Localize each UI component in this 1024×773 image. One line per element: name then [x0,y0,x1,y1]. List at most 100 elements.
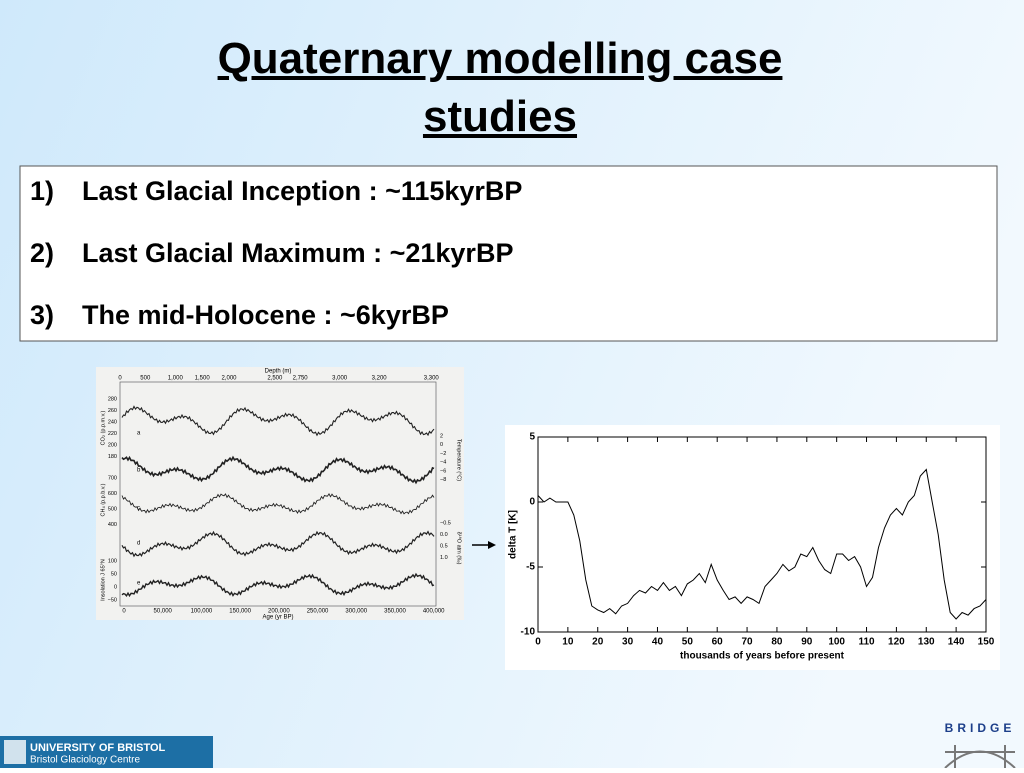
fig-curve-letter: a [137,431,141,437]
fig-axis-tick: 2 [440,433,443,439]
slide-title: Quaternary modelling case studies [217,34,783,141]
fig-curve-letter: d [137,541,140,547]
y-tick-label: -5 [526,562,535,573]
fig-top-tick: 2,000 [222,376,238,382]
x-tick-label: 90 [801,637,813,648]
fig-bottom-tick: 300,000 [345,609,367,615]
fig-axis-tick: 400 [108,522,117,528]
x-tick-label: 110 [858,637,875,648]
x-tick-label: 80 [771,637,783,648]
list-box [19,165,998,342]
line [537,468,987,620]
fig-bottom-tick: 150,000 [229,609,251,615]
arrow-head [488,541,496,549]
fig-right-label: δ¹⁸O atm (‰) [456,532,463,565]
fig-top-tick: 1,500 [195,376,211,382]
fig-curve [121,405,435,437]
fig-bottom-tick: 400,000 [423,609,445,615]
fig-curve [121,530,435,558]
fig-axis-tick: 100 [108,558,117,564]
fig-right-label: Temperature (°C) [456,439,462,481]
y-axis-label: delta T [K] [508,510,519,559]
y-tick-label: -10 [521,627,536,638]
item-text: Last Glacial Maximum : ~21kyrBP [82,238,513,268]
y-tick-label: 0 [529,497,535,508]
fig-top-tick: 2,500 [267,376,283,382]
fig-curve [121,572,435,598]
fig-axis-tick: 280 [108,396,117,402]
fig-axis-tick: 220 [108,431,117,437]
fig-bottom-tick: 50,000 [154,609,173,615]
fig-bottom-tick: 250,000 [307,609,329,615]
fig-top-tick: 3,200 [372,376,388,382]
fig-top-tick: 500 [140,376,151,382]
centre: Bristol Glaciology Centre [30,755,140,766]
fig-top-label: Depth (m) [265,369,292,375]
item-text: The mid-Holocene : ~6kyrBP [82,300,449,330]
fig-axis-tick: −4 [440,460,446,466]
fig-axis-tick: 50 [111,571,117,577]
chart-bg [505,425,1000,670]
fig-top-tick: 3,300 [424,376,440,382]
x-tick-label: 100 [828,637,845,648]
x-tick-label: 30 [622,637,634,648]
item-number: 2) [30,238,54,268]
fig-top-tick: 3,000 [332,376,348,382]
uob-crest [4,740,26,764]
fig-axis-tick: 260 [108,408,117,414]
x-tick-label: 140 [948,637,965,648]
fig-axis-tick: 200 [108,442,117,448]
fig-axis-tick: −8 [440,477,446,483]
x-tick-label: 70 [742,637,754,648]
fig-top-tick: 1,000 [168,376,184,382]
left-figure-bg [96,367,464,620]
fig-left-label: CH₄ (p.p.b.v.) [100,483,106,516]
fig-axis-tick: 600 [108,491,117,497]
fig-axis-tick: 500 [108,506,117,512]
fig-curve [121,455,435,485]
fig-axis-tick: 1.0 [440,555,448,561]
fig-left-label: Insolation J 65°N [100,559,106,601]
fig-curve [121,493,435,515]
fig-axis-tick: −0.5 [440,520,451,526]
fig-bottom-tick: 100,000 [191,609,213,615]
fig-curve-letter: c [137,506,140,512]
fig-axis-tick: 180 [108,454,117,460]
fig-axis-tick: 0.5 [440,543,448,549]
x-tick-label: 130 [918,637,935,648]
fig-left-label: CO₂ (p.p.m.v.) [100,410,106,445]
y-tick-label: 5 [529,432,535,443]
fig-bottom-tick: 0 [122,609,126,615]
fig-top-tick: 0 [118,376,122,382]
item-number: 1) [30,176,54,206]
x-tick-label: 120 [888,637,905,648]
fig-axis-tick: 700 [108,475,117,481]
university: UNIVERSITY OF BRISTOL [30,742,166,754]
fig-frame [119,381,437,607]
fig-axis-tick: −50 [108,597,117,603]
fig-axis-tick: 0.0 [440,532,448,538]
x-tick-label: 40 [652,637,664,648]
fig-axis-tick: −2 [440,451,446,457]
x-tick-label: 150 [978,637,995,648]
fig-curve-letter: b [137,468,141,474]
fig-bottom-label: Age (yr BP) [262,615,293,621]
fig-axis-tick: 240 [108,419,117,425]
x-tick-label: 50 [682,637,694,648]
x-tick-label: 0 [535,637,541,648]
item-number: 3) [30,300,54,330]
x-axis-label: thousands of years before present [680,651,845,662]
fig-top-tick: 2,750 [293,376,309,382]
fig-axis-tick: −6 [440,468,446,474]
title-box: Quaternary modelling case studies [217,34,783,141]
fig-axis-tick: 0 [440,442,443,448]
uob-logo [0,736,213,768]
x-tick-label: 60 [712,637,724,648]
bridge-logo: BRIDGE [945,721,1016,735]
x-tick-label: 20 [592,637,604,648]
plot-frame [537,436,987,633]
fig-bottom-tick: 350,000 [384,609,406,615]
bridge-icon [944,745,1016,769]
